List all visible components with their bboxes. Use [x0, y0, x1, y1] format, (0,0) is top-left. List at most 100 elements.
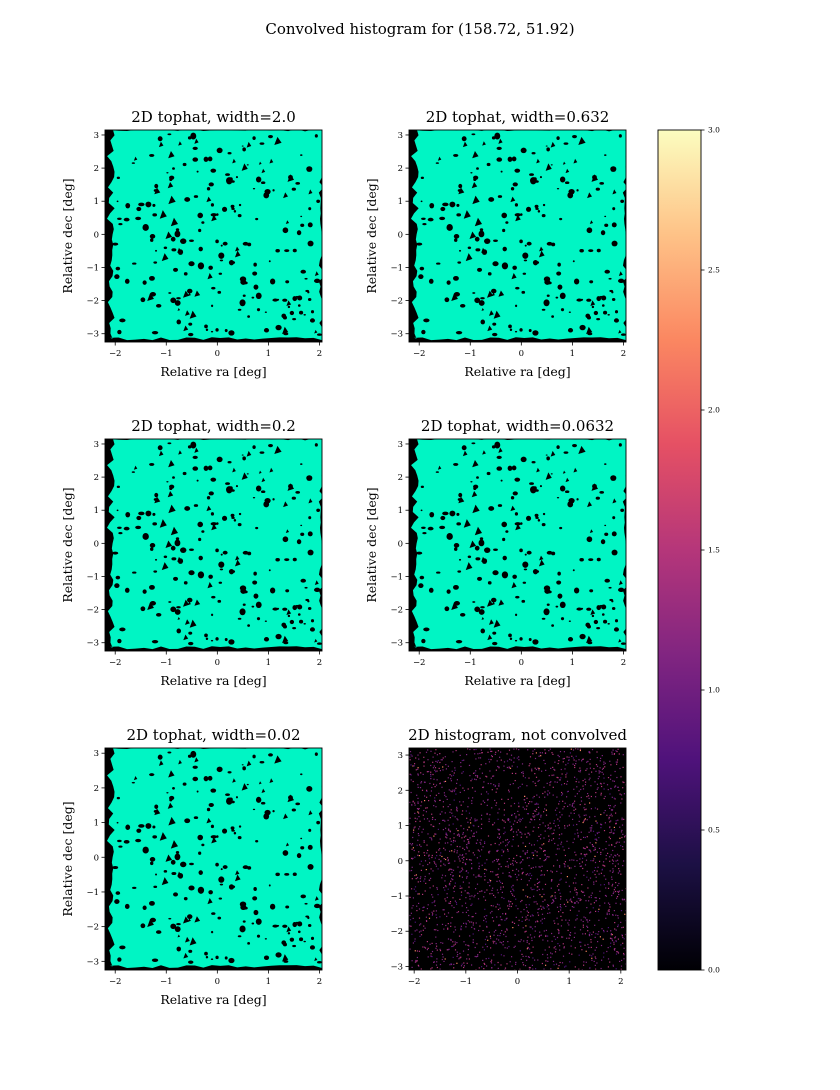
panel-1: −2 −1 0 1 2 −3 −2 −1 0 1 2 3 2D tophat, width=2.0 Rel…	[60, 108, 323, 379]
y-axis-label: Relative dec [deg]	[364, 178, 379, 293]
y-tick-label: 3	[398, 751, 403, 761]
x-tick-label: −2	[109, 977, 122, 987]
heatmap-image	[411, 130, 626, 341]
y-tick-label: −1	[390, 572, 403, 582]
y-tick-label: 0	[94, 539, 99, 549]
y-tick-label: 3	[398, 131, 403, 141]
panel-title: 2D tophat, width=0.0632	[421, 417, 614, 435]
x-tick-label: 2	[618, 977, 623, 987]
x-tick-label: 1	[266, 349, 271, 359]
colorbar: 0.0 0.5 1.0 1.5 2.0 2.5 3.0	[657, 126, 720, 975]
y-tick-label: −1	[86, 888, 99, 898]
y-tick-label: 1	[94, 819, 99, 829]
x-tick-label: 0	[519, 349, 524, 359]
colorbar-tick-label: 1.5	[708, 546, 720, 555]
axes-frame	[408, 438, 627, 652]
mask-region	[411, 130, 626, 341]
y-tick-label: 2	[94, 473, 99, 483]
heatmap-image	[409, 748, 626, 970]
y-tick-label: −3	[86, 330, 99, 340]
panel-title: 2D tophat, width=0.02	[126, 726, 300, 744]
colorbar-tick-label: 0.0	[708, 966, 720, 975]
y-tick-label: 0	[398, 857, 403, 867]
colorbar-tick-label: 0.5	[708, 826, 720, 835]
y-tick-label: 0	[398, 539, 403, 549]
y-tick-label: −3	[390, 962, 403, 972]
y-axis-label: Relative dec [deg]	[364, 487, 379, 602]
y-tick-label: −3	[390, 330, 403, 340]
panel-6: −2 −1 0 1 2 −3 −2 −1 0 1 2 3 2D histogram, not convo…	[390, 726, 627, 987]
mask-region	[107, 130, 322, 341]
y-tick-label: 2	[398, 164, 403, 174]
y-tick-label: 1	[94, 506, 99, 516]
y-tick-label: 0	[94, 853, 99, 863]
x-axis-label: Relative ra [deg]	[464, 364, 570, 379]
x-tick-label: 0	[215, 977, 220, 987]
y-tick-label: 1	[398, 197, 403, 207]
y-axis-label: Relative dec [deg]	[60, 178, 75, 293]
x-axis-label: Relative ra [deg]	[160, 673, 266, 688]
y-tick-label: −2	[390, 297, 403, 307]
axes-frame	[408, 129, 627, 343]
x-tick-label: −1	[160, 658, 173, 668]
heatmap-image	[107, 439, 322, 650]
panel-title: 2D tophat, width=2.0	[131, 108, 296, 126]
y-tick-label: 1	[398, 822, 403, 832]
x-tick-label: 2	[621, 658, 626, 668]
x-tick-label: −2	[109, 349, 122, 359]
y-tick-label: −2	[390, 606, 403, 616]
x-tick-label: 1	[570, 658, 575, 668]
y-tick-label: 2	[94, 164, 99, 174]
x-tick-label: −2	[109, 658, 122, 668]
y-tick-label: 0	[398, 230, 403, 240]
y-tick-label: −2	[86, 297, 99, 307]
colorbar-gradient	[657, 129, 702, 971]
y-tick-label: 2	[398, 786, 403, 796]
y-tick-label: 0	[94, 230, 99, 240]
mask-region	[411, 439, 626, 650]
mask-region	[107, 748, 322, 969]
x-axis-label: Relative ra [deg]	[160, 364, 266, 379]
y-tick-label: −3	[390, 639, 403, 649]
panel-title: 2D tophat, width=0.632	[426, 108, 610, 126]
panel-2: −2 −1 0 1 2 −3 −2 −1 0 1 2 3 2D tophat, width=0.632 R…	[364, 108, 627, 379]
x-tick-label: −2	[408, 977, 421, 987]
x-tick-label: −1	[464, 349, 477, 359]
colorbar-tick-label: 2.5	[708, 266, 720, 275]
x-tick-label: 2	[317, 977, 322, 987]
colorbar-tick-label: 1.0	[708, 686, 720, 695]
x-tick-label: 1	[570, 349, 575, 359]
x-tick-label: −1	[464, 658, 477, 668]
x-tick-label: 1	[266, 658, 271, 668]
heatmap-image	[107, 130, 322, 341]
y-tick-label: −1	[390, 263, 403, 273]
x-tick-label: 1	[566, 977, 571, 987]
heatmap-image	[107, 748, 322, 969]
y-tick-label: 3	[94, 749, 99, 759]
x-tick-label: 1	[266, 977, 271, 987]
x-axis-label: Relative ra [deg]	[160, 992, 266, 1007]
axes-frame	[104, 129, 323, 343]
panel-4: −2 −1 0 1 2 −3 −2 −1 0 1 2 3 2D tophat, width=0.0632…	[364, 417, 627, 688]
mask-region	[107, 439, 322, 650]
y-tick-label: −1	[86, 263, 99, 273]
y-tick-label: 1	[94, 197, 99, 207]
y-tick-label: −2	[390, 927, 403, 937]
figure-title: Convolved histogram for (158.72, 51.92)	[265, 20, 574, 38]
y-tick-label: 3	[94, 131, 99, 141]
panel-title: 2D tophat, width=0.2	[131, 417, 296, 435]
y-tick-label: 2	[398, 473, 403, 483]
x-tick-label: −1	[160, 977, 173, 987]
y-tick-label: −2	[86, 923, 99, 933]
colorbar-tick-label: 2.0	[708, 406, 720, 415]
x-tick-label: 0	[515, 977, 520, 987]
panel-5: −2 −1 0 1 2 −3 −2 −1 0 1 2 3 2D tophat, width=0.02 Re…	[60, 726, 323, 1007]
colorbar-tick-label: 3.0	[708, 126, 720, 135]
y-tick-label: −1	[86, 572, 99, 582]
y-tick-label: −3	[86, 639, 99, 649]
x-tick-label: 2	[317, 349, 322, 359]
axes-frame	[104, 747, 323, 971]
x-tick-label: −2	[413, 349, 426, 359]
x-tick-label: −1	[460, 977, 473, 987]
